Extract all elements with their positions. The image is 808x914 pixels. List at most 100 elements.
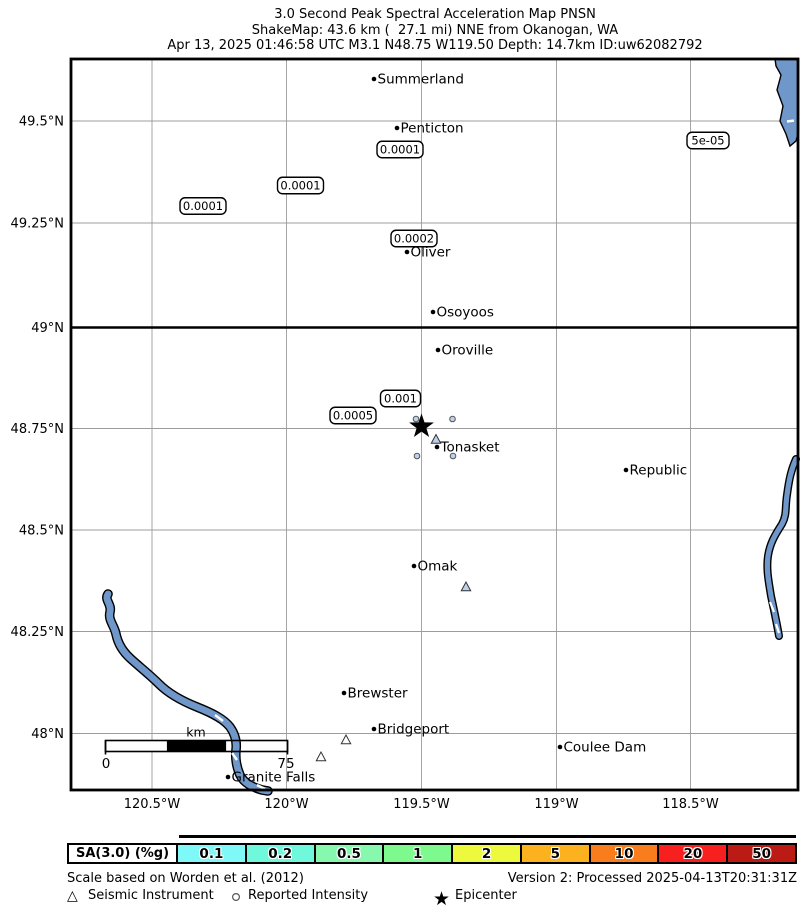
station-and-intensity-markers [315, 415, 472, 762]
title-block: 3.0 Second Peak Spectral Acceleration Ma… [62, 7, 808, 54]
road-dash [214, 714, 224, 722]
colorbar-cell: 0.1 [178, 845, 247, 862]
lat-tick-label: 49.25°N [11, 217, 64, 232]
contour-label: 0.0001 [380, 143, 420, 157]
scale-note: Scale based on Worden et al. (2012) [67, 871, 304, 886]
city-dot [371, 726, 377, 732]
version-note: Version 2: Processed 2025-04-13T20:31:31… [507, 871, 797, 886]
legend-row: △ Seismic Instrument Reported Intensity … [67, 887, 797, 910]
city-dot [435, 347, 441, 353]
reported-intensity-circle-icon [231, 892, 241, 902]
city-dot [371, 76, 377, 82]
city-dot [430, 309, 436, 315]
road-dash [231, 752, 238, 761]
river-right [764, 456, 799, 639]
contour-label-box [376, 140, 424, 159]
city-dot [225, 774, 231, 780]
lat-tick-label: 48.25°N [11, 625, 64, 640]
contour-labels: 0.0001 5e-05 0.0001 0.0001 0.0002 0.001 0.0005 [179, 131, 730, 425]
seismic-instrument-triangle-icon: △ [67, 888, 78, 904]
station-triangle-icon [430, 433, 442, 444]
contour-label: 0.0001 [183, 199, 223, 213]
road-dash [786, 118, 799, 123]
lat-tick-label: 48.75°N [11, 422, 64, 437]
colorbar-cell: 2 [453, 845, 522, 862]
station-triangle-icon [460, 580, 472, 592]
contour-label-box [329, 406, 377, 425]
event-dateline: Apr 13, 2025 01:46:58 UTC M3.1 N48.75 W1… [167, 38, 703, 53]
colorbar-cell: 0.5 [315, 845, 385, 862]
contour-label: 0.0005 [333, 409, 373, 423]
city-label: Oliver [411, 245, 451, 261]
river-left-outline [102, 589, 273, 796]
contour-label-box [379, 389, 422, 408]
city-dot [434, 444, 440, 450]
reported-intensity-circle-icon [449, 415, 456, 423]
lat-tick-label: 49°N [31, 321, 64, 336]
lat-tick-label: 48.5°N [19, 524, 64, 539]
page-subtitle: ShakeMap: 43.6 km ( 27.1 mi) NNE from Ok… [251, 22, 619, 38]
lon-tick-label: 118.5°W [662, 797, 719, 812]
page-title: 3.0 Second Peak Spectral Acceleration Ma… [274, 7, 596, 22]
water-features [102, 58, 800, 796]
road-dash [768, 601, 776, 613]
reported-intensity-circle-icon [412, 415, 420, 423]
scale-bar [105, 740, 288, 752]
city-label: Granite Falls [232, 770, 316, 786]
reported-intensity-label: Reported Intensity [248, 888, 369, 903]
road-dash [774, 623, 781, 634]
city-label: Omak [418, 559, 458, 575]
axis-labels: 49.5°N 49.25°N 49°N 48.75°N 48.5°N 48.25°N 48°… [11, 115, 719, 813]
city-label: Tonasket [440, 440, 500, 456]
city-dot [341, 690, 347, 696]
city-label: Penticton [401, 121, 464, 137]
lat-tick-label: 49.5°N [19, 115, 64, 130]
station-triangle-icon [315, 750, 327, 762]
gridlines [71, 59, 798, 789]
contour-label: 0.0002 [394, 232, 434, 246]
colorbar-cell: 1 [384, 845, 454, 862]
epicenter [409, 413, 434, 437]
colorbar-top-rule [179, 835, 796, 838]
city-dot [557, 744, 563, 750]
city-dot [623, 467, 629, 473]
scale-bar-start: 0 [102, 756, 111, 772]
scale-bar-unit: km [186, 725, 205, 740]
road-dash [256, 783, 266, 791]
colorbar: SA(3.0) (%g) 0.1 0.2 0.5 1 2 5 10 20 50 [67, 843, 797, 864]
colorbar-cell: 0.2 [246, 845, 316, 862]
lon-tick-label: 119.5°W [393, 797, 450, 812]
city-label: Oroville [442, 343, 494, 359]
lon-tick-label: 120°W [264, 797, 308, 812]
contour-label-box [686, 131, 730, 150]
colorbar-cell: 10 [590, 845, 660, 862]
seismic-instrument-label: Seismic Instrument [88, 888, 214, 903]
lon-tick-label: 120.5°W [124, 797, 181, 812]
city-label: Brewster [348, 686, 408, 702]
contour-label-box [390, 229, 438, 248]
reported-intensity-circle-icon [449, 452, 457, 460]
scale-bar-frame: km 0 75 [102, 725, 295, 773]
lake [774, 58, 800, 148]
city-label: Osoyoos [437, 305, 494, 321]
city-dot [404, 249, 410, 255]
lon-tick-label: 119°W [534, 797, 578, 812]
city-dot [411, 563, 417, 569]
colorbar-cell: 5 [521, 845, 591, 862]
reported-intensity-circle-icon [413, 452, 421, 460]
city-label: Coulee Dam [564, 740, 647, 756]
contour-label: 0.0001 [280, 179, 320, 193]
station-triangle-icon [340, 733, 352, 745]
city-label: Republic [630, 463, 688, 479]
colorbar-cell: 20 [659, 845, 729, 862]
epicenter-star-icon: ★ [433, 888, 451, 910]
contour-label-box [179, 197, 227, 215]
city-markers: Summerland Penticton Oliver Osoyoos Oroville… [225, 72, 688, 786]
contour-label-box [276, 176, 325, 195]
contour-label: 0.001 [384, 392, 417, 406]
epicenter-star-icon [409, 413, 434, 437]
colorbar-cell: 50 [728, 845, 796, 862]
lat-tick-label: 48°N [31, 727, 64, 742]
scale-bar-end: 75 [277, 756, 294, 772]
epicenter-label: Epicenter [455, 888, 517, 903]
